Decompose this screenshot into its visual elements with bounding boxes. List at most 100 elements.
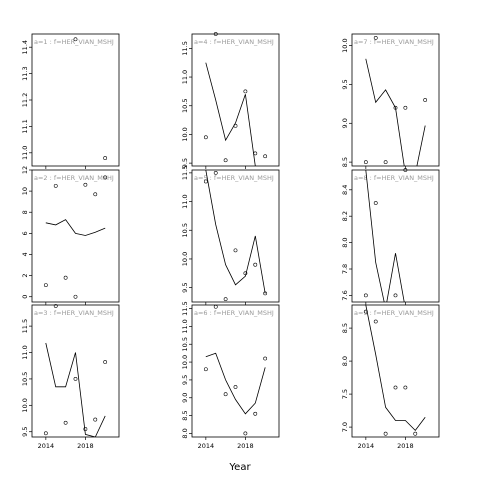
data-point <box>243 271 248 276</box>
y-tick-label: 11.2 <box>21 93 29 107</box>
series-line <box>205 170 266 294</box>
y-tick-label: 8.0 <box>181 428 189 438</box>
panel-9: a=9 : f=HER_VIAN_MSHJ 7.0 7.5 8.0 8.5 2014 201… <box>341 304 440 450</box>
y-tick-label: 9.0 <box>181 393 189 403</box>
panel-frame <box>31 33 120 167</box>
panel-frame <box>351 169 440 303</box>
data-point <box>103 175 108 180</box>
y-tick-label: 11.3 <box>21 66 29 80</box>
data-point <box>243 89 248 94</box>
data-point <box>63 420 68 425</box>
y-tick-label: 10.0 <box>341 38 349 52</box>
data-point <box>43 431 48 436</box>
y-tick-label: 11.5 <box>181 166 189 180</box>
y-tick-label: 9.0 <box>341 118 349 128</box>
y-tick-label: 11.0 <box>181 70 189 84</box>
y-tick-label: 10.0 <box>181 355 189 369</box>
data-point <box>53 304 58 308</box>
data-point <box>403 105 408 110</box>
y-tick-label: 10 <box>21 187 29 195</box>
panel-3: a=3 : f=HER_VIAN_MSHJ 9.5 10.0 10.5 11.0 11.5… <box>21 304 120 450</box>
data-point <box>253 411 258 416</box>
data-point <box>73 377 78 381</box>
data-point <box>403 168 408 172</box>
data-point <box>393 105 398 110</box>
y-tick-label: 11.0 <box>181 319 189 333</box>
data-point <box>263 291 268 296</box>
y-tick-label: 8.5 <box>341 323 349 333</box>
series-line <box>205 352 266 415</box>
series-line <box>365 305 426 432</box>
panel-frame <box>191 169 280 303</box>
facet-label: a=4 : f=HER_VIAN_MSHJ <box>194 38 274 46</box>
y-tick-label: 9.5 <box>181 158 189 168</box>
data-point <box>253 151 258 156</box>
data-point <box>203 135 208 140</box>
data-point <box>413 431 418 436</box>
data-point <box>253 262 258 267</box>
y-tick-label: 0 <box>21 295 29 299</box>
panel-2: a=2 : f=HER_VIAN_MSHJ 0 2 4 6 8 10 12 <box>21 166 120 305</box>
y-tick-label: 9.5 <box>21 427 29 437</box>
data-point <box>263 356 268 361</box>
data-point <box>223 158 228 163</box>
y-tick-label: 9.5 <box>341 79 349 89</box>
x-tick-label: 2018 <box>237 442 254 450</box>
y-tick-label: 10.5 <box>181 223 189 237</box>
data-point <box>243 431 248 436</box>
y-tick-label: 2 <box>21 274 29 278</box>
panel-frame <box>191 33 280 167</box>
y-tick-label: 8.0 <box>341 237 349 247</box>
facet-label: a=2 : f=HER_VIAN_MSHJ <box>34 174 114 182</box>
y-tick-label: 7.0 <box>341 422 349 432</box>
y-tick-label: 9.5 <box>181 375 189 385</box>
y-tick-label: 11.5 <box>181 41 189 55</box>
data-point <box>233 385 238 389</box>
y-tick-label: 10.0 <box>181 252 189 266</box>
data-point <box>403 385 408 390</box>
data-point <box>103 360 108 364</box>
y-tick-label: 12 <box>21 166 29 174</box>
y-tick-label: 8.4 <box>341 185 349 195</box>
x-tick-label: 2018 <box>397 442 414 450</box>
panel-5: a=5 : f=HER_VIAN_MSHJ 9.5 10.0 10.5 11.0 11.5 <box>181 166 280 305</box>
series-line <box>205 62 257 166</box>
y-tick-label: 10.5 <box>21 372 29 386</box>
data-point <box>213 170 218 175</box>
y-tick-label: 11.0 <box>21 146 29 160</box>
data-point <box>233 123 238 128</box>
y-tick-label: 8.5 <box>341 157 349 167</box>
y-tick-label: 11.4 <box>21 40 29 54</box>
facet-label: a=1 : f=HER_VIAN_MSHJ <box>34 38 114 46</box>
series-line <box>45 342 106 437</box>
x-tick-label: 2014 <box>198 442 215 450</box>
panels-layer: a=1 : f=HER_VIAN_MSHJ 11.0 11.1 11.2 11.3 11.… <box>21 32 440 450</box>
y-tick-label: 10.5 <box>181 98 189 112</box>
data-point <box>83 182 88 187</box>
data-point <box>83 427 88 431</box>
y-tick-label: 11.0 <box>181 194 189 208</box>
facet-label: a=3 : f=HER_VIAN_MSHJ <box>34 309 114 317</box>
y-tick-label: 11.5 <box>181 301 189 315</box>
y-tick-label: 10.5 <box>181 337 189 351</box>
x-tick-label: 2014 <box>358 442 375 450</box>
y-tick-label: 8.0 <box>341 356 349 366</box>
y-tick-label: 11.0 <box>21 345 29 359</box>
data-point <box>363 309 368 314</box>
data-point <box>73 37 78 42</box>
data-point <box>73 294 78 299</box>
panel-4: a=4 : f=HER_VIAN_MSHJ 9.5 10.0 10.5 11.0 11.5 <box>181 32 280 169</box>
y-tick-label: 11.5 <box>21 319 29 333</box>
facet-label: a=8 : f=HER_VIAN_MSHJ <box>354 174 434 182</box>
y-tick-label: 7.5 <box>341 389 349 399</box>
data-point <box>93 417 98 422</box>
data-point <box>423 98 428 102</box>
panel-6: a=6 : f=HER_VIAN_MSHJ 8.0 8.5 9.0 9.5 10.0 10.… <box>181 301 280 450</box>
data-point <box>203 367 208 372</box>
y-tick-label: 10.0 <box>21 398 29 412</box>
data-point <box>393 385 398 390</box>
series-line <box>365 170 405 302</box>
series-line <box>45 219 106 236</box>
panel-frame <box>31 304 120 438</box>
x-tick-label: 2014 <box>38 442 55 450</box>
